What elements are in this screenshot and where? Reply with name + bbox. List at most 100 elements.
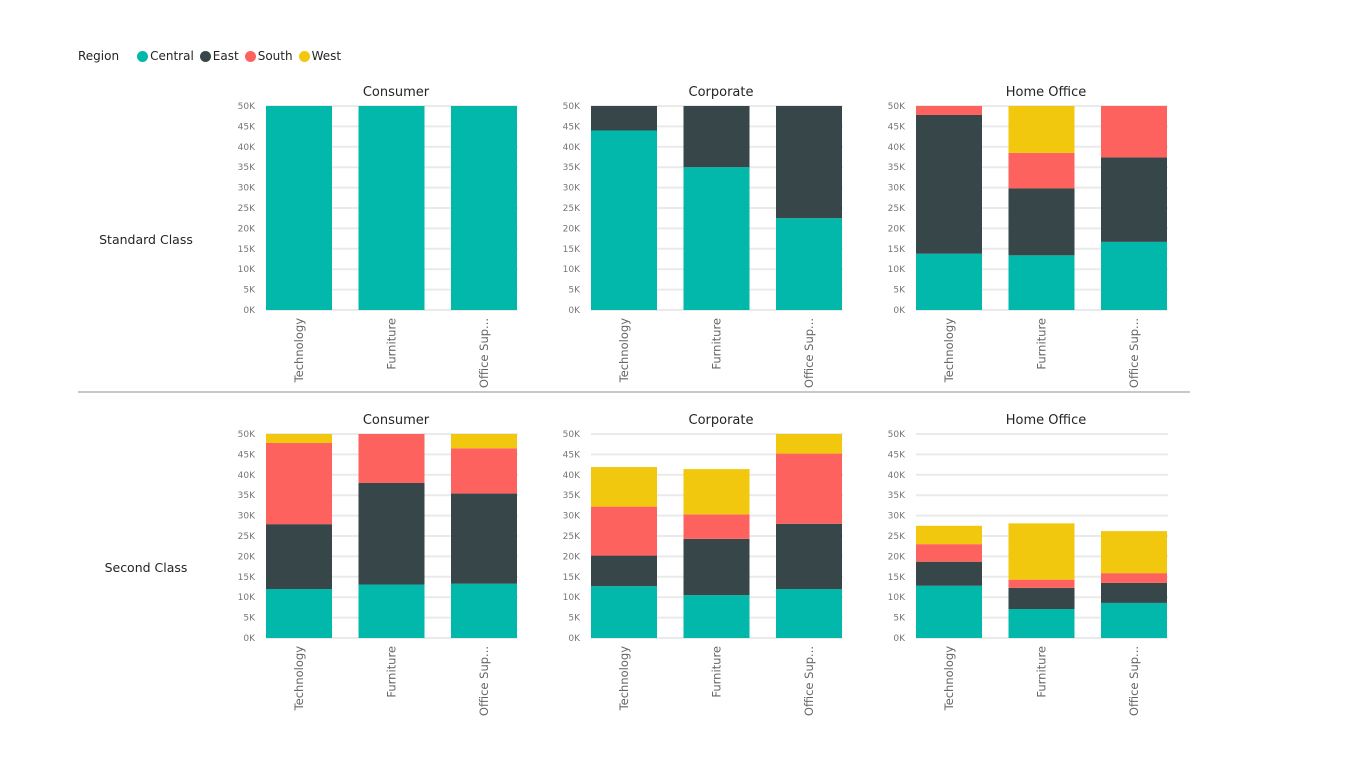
y-tick-label: 15K [238,245,256,255]
bar-segment-west [683,469,750,515]
bar-segment-west [1008,523,1075,580]
x-tick-label: Technology [292,318,306,384]
bar-segment-east [916,561,982,586]
legend-dot-icon [137,50,149,62]
bar-segment-east [1101,157,1167,242]
bar-segment-west [591,467,657,507]
bar-segment-central [266,589,332,638]
y-tick-label: 40K [563,143,581,153]
bar-segment-central [451,583,517,638]
legend-dot-icon [244,50,256,62]
bar-segment-central [776,218,842,310]
bar-segment-east [683,538,750,596]
y-tick-label: 25K [238,532,256,542]
y-tick-label: 20K [888,224,906,234]
y-tick-label: 15K [238,573,256,583]
bar-segment-east [1008,188,1075,256]
y-tick-label: 10K [238,593,256,603]
legend-item-west[interactable]: West [298,49,342,63]
bar-segment-west [916,525,982,545]
legend-item-south[interactable]: South [244,49,293,63]
y-tick-label: 45K [238,122,256,132]
y-tick-label: 40K [238,143,256,153]
y-tick-label: 15K [563,245,581,255]
y-tick-label: 30K [563,184,581,194]
bar-segment-south [358,434,425,483]
bar-segment-central [683,595,750,638]
bar-segment-south [1008,152,1075,189]
legend-dot-icon [199,50,211,62]
bar-segment-south [451,448,517,494]
x-tick-label: Technology [617,318,631,384]
y-tick-label: 50K [888,102,906,112]
y-tick-label: 40K [888,471,906,481]
bar-segment-central [591,130,657,310]
legend-dot-icon [298,50,310,62]
bar-segment-central [358,106,425,310]
bar-segment-east [451,493,517,584]
y-tick-label: 50K [888,430,906,440]
y-tick-label: 5K [243,614,256,624]
bar-segment-central [916,253,982,310]
x-tick-label: Furniture [710,318,724,370]
y-tick-label: 25K [563,532,581,542]
y-tick-label: 45K [563,450,581,460]
bar-segment-south [1101,106,1167,158]
y-tick-label: 25K [563,204,581,214]
legend-item-east[interactable]: East [199,49,239,63]
x-tick-label: Technology [942,646,956,712]
y-tick-label: 35K [238,491,256,501]
panel-title: Consumer [363,85,430,100]
x-tick-label: Office Sup... [477,318,491,388]
legend-label: West [311,49,342,63]
row-label-standard-class: Standard Class [99,232,193,247]
x-tick-label: Furniture [385,318,399,370]
legend-label: East [212,49,239,63]
y-tick-label: 20K [238,552,256,562]
legend-item-central[interactable]: Central [137,49,194,63]
y-tick-label: 35K [888,163,906,173]
y-tick-label: 25K [888,532,906,542]
x-tick-label: Furniture [385,646,399,698]
bar-segment-east [1008,587,1075,610]
x-tick-label: Furniture [1035,318,1049,370]
legend-label: South [257,49,293,63]
x-tick-label: Office Sup... [1127,318,1141,388]
y-tick-label: 10K [563,265,581,275]
bar-segment-south [776,453,842,524]
x-tick-label: Office Sup... [802,646,816,716]
y-tick-label: 35K [563,163,581,173]
y-tick-label: 30K [563,512,581,522]
x-tick-label: Office Sup... [477,646,491,716]
y-tick-label: 5K [893,614,906,624]
x-tick-label: Technology [292,646,306,712]
y-tick-label: 0K [243,634,256,644]
x-tick-label: Office Sup... [1127,646,1141,716]
y-tick-label: 40K [238,471,256,481]
y-tick-label: 50K [238,430,256,440]
y-tick-label: 35K [888,491,906,501]
panel-title: Consumer [363,413,430,428]
y-tick-label: 0K [893,634,906,644]
y-tick-label: 45K [888,122,906,132]
y-tick-label: 30K [238,512,256,522]
bar-segment-central [776,589,842,638]
y-tick-label: 5K [568,614,581,624]
x-tick-label: Furniture [1035,646,1049,698]
bar-segment-east [776,523,842,590]
y-tick-label: 20K [888,552,906,562]
y-tick-label: 30K [888,184,906,194]
y-tick-label: 45K [888,450,906,460]
bar-segment-south [683,514,750,539]
y-tick-label: 30K [238,184,256,194]
bar-segment-west [1101,531,1167,574]
bar-segment-central [683,167,750,310]
bar-segment-east [1101,582,1167,603]
bar-segment-east [683,106,750,168]
legend-label: Central [150,49,194,63]
row-divider [78,391,1190,393]
y-tick-label: 35K [238,163,256,173]
y-tick-label: 40K [888,143,906,153]
legend: Region Central East South West [78,48,347,64]
y-tick-label: 10K [888,265,906,275]
